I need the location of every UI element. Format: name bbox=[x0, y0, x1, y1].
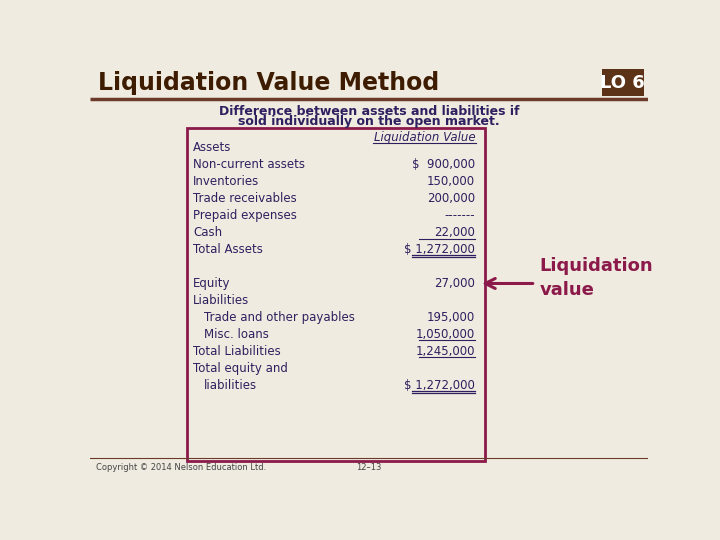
Text: 200,000: 200,000 bbox=[427, 192, 475, 205]
Text: 1,050,000: 1,050,000 bbox=[416, 328, 475, 341]
Text: Difference between assets and liabilities if: Difference between assets and liabilitie… bbox=[219, 105, 519, 118]
Text: 195,000: 195,000 bbox=[427, 311, 475, 324]
Text: 1,245,000: 1,245,000 bbox=[415, 345, 475, 357]
Text: 12–13: 12–13 bbox=[356, 463, 382, 472]
Text: Equity: Equity bbox=[193, 277, 230, 290]
Text: Liquidation
value: Liquidation value bbox=[539, 257, 653, 299]
Text: Total Liabilities: Total Liabilities bbox=[193, 345, 281, 357]
Text: Total equity and: Total equity and bbox=[193, 362, 288, 375]
Text: LO 6: LO 6 bbox=[600, 73, 645, 91]
Text: -------: ------- bbox=[444, 209, 475, 222]
Text: 150,000: 150,000 bbox=[427, 176, 475, 188]
Text: Assets: Assets bbox=[193, 141, 231, 154]
Text: Copyright © 2014 Nelson Education Ltd.: Copyright © 2014 Nelson Education Ltd. bbox=[96, 463, 266, 472]
Text: Trade and other payables: Trade and other payables bbox=[204, 311, 355, 324]
Text: Non-current assets: Non-current assets bbox=[193, 158, 305, 171]
FancyBboxPatch shape bbox=[601, 69, 644, 96]
Text: Cash: Cash bbox=[193, 226, 222, 239]
Text: $ 1,272,000: $ 1,272,000 bbox=[405, 243, 475, 256]
Text: Liquidation Value Method: Liquidation Value Method bbox=[98, 71, 439, 94]
Text: 22,000: 22,000 bbox=[434, 226, 475, 239]
Text: Inventories: Inventories bbox=[193, 176, 259, 188]
Text: Liabilities: Liabilities bbox=[193, 294, 249, 307]
FancyBboxPatch shape bbox=[187, 128, 485, 461]
Text: Total Assets: Total Assets bbox=[193, 243, 263, 256]
Text: $ 1,272,000: $ 1,272,000 bbox=[405, 379, 475, 392]
Text: Prepaid expenses: Prepaid expenses bbox=[193, 209, 297, 222]
Text: Misc. loans: Misc. loans bbox=[204, 328, 269, 341]
Text: sold individually on the open market.: sold individually on the open market. bbox=[238, 115, 500, 129]
Text: Trade receivables: Trade receivables bbox=[193, 192, 297, 205]
Text: liabilities: liabilities bbox=[204, 379, 257, 392]
Text: Liquidation Value: Liquidation Value bbox=[374, 131, 476, 144]
Text: $  900,000: $ 900,000 bbox=[412, 158, 475, 171]
Text: 27,000: 27,000 bbox=[434, 277, 475, 290]
